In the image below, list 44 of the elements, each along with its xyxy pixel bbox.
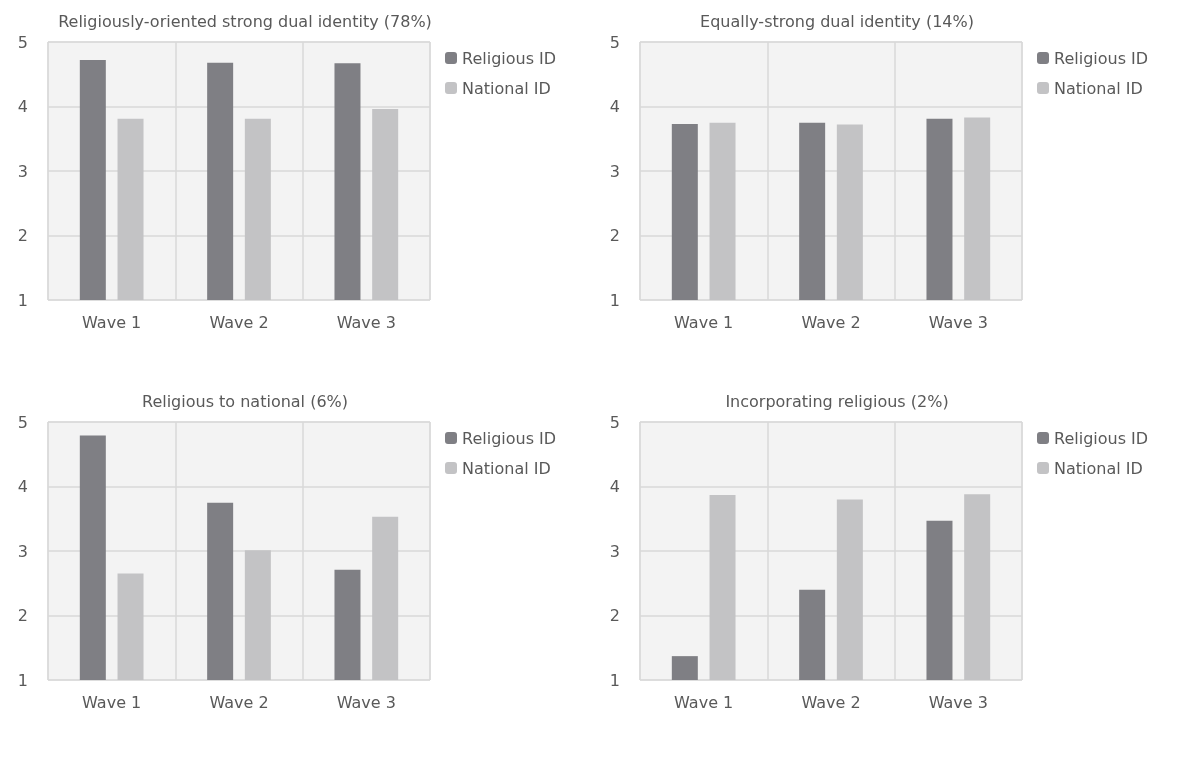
y-tick-label: 4 [609, 477, 620, 496]
y-tick-label: 3 [17, 161, 28, 181]
x-tick-label: Wave 2 [209, 312, 269, 332]
legend-label: Religious ID [1054, 428, 1149, 448]
chart-title: Incorporating religious (2%) [725, 391, 949, 411]
y-tick-label: 4 [609, 97, 620, 116]
legend-label: Religious ID [462, 428, 557, 448]
y-tick-label: 1 [17, 290, 28, 310]
legend-label: National ID [1054, 458, 1143, 478]
y-tick-label: 5 [609, 412, 620, 432]
chart-title: Religiously-oriented strong dual identity (78%) [58, 11, 432, 31]
y-tick-label: 3 [609, 541, 620, 561]
x-tick-label: Wave 1 [674, 692, 734, 712]
y-tick-label: 3 [609, 161, 620, 181]
x-tick-label: Wave 2 [209, 692, 269, 712]
y-tick-label: 2 [609, 226, 620, 245]
chart-title: Religious to national (6%) [141, 391, 349, 411]
y-tick-label: 4 [17, 477, 28, 496]
y-tick-label: 5 [17, 412, 28, 432]
y-tick-label: 2 [17, 606, 28, 625]
legend-label: National ID [1054, 78, 1143, 98]
x-tick-label: Wave 1 [82, 692, 142, 712]
legend-label: National ID [462, 78, 551, 98]
x-tick-label: Wave 2 [801, 692, 861, 712]
y-tick-label: 2 [609, 606, 620, 625]
y-tick-label: 1 [609, 290, 620, 310]
x-tick-label: Wave 1 [674, 312, 734, 332]
chart-title: Equally-strong dual identity (14%) [700, 11, 974, 31]
x-tick-label: Wave 3 [336, 312, 396, 332]
legend-label: Religious ID [462, 48, 557, 68]
legend-label: Religious ID [1054, 48, 1149, 68]
y-tick-label: 4 [17, 97, 28, 116]
y-tick-label: 3 [17, 541, 28, 561]
y-tick-label: 1 [609, 670, 620, 690]
y-tick-label: 1 [17, 670, 28, 690]
x-tick-label: Wave 1 [82, 312, 142, 332]
x-tick-label: Wave 3 [928, 692, 988, 712]
x-tick-label: Wave 3 [336, 692, 396, 712]
y-tick-label: 2 [17, 226, 28, 245]
y-tick-label: 5 [17, 32, 28, 52]
y-tick-label: 5 [609, 32, 620, 52]
x-tick-label: Wave 3 [928, 312, 988, 332]
x-tick-label: Wave 2 [801, 312, 861, 332]
legend-label: National ID [462, 458, 551, 478]
